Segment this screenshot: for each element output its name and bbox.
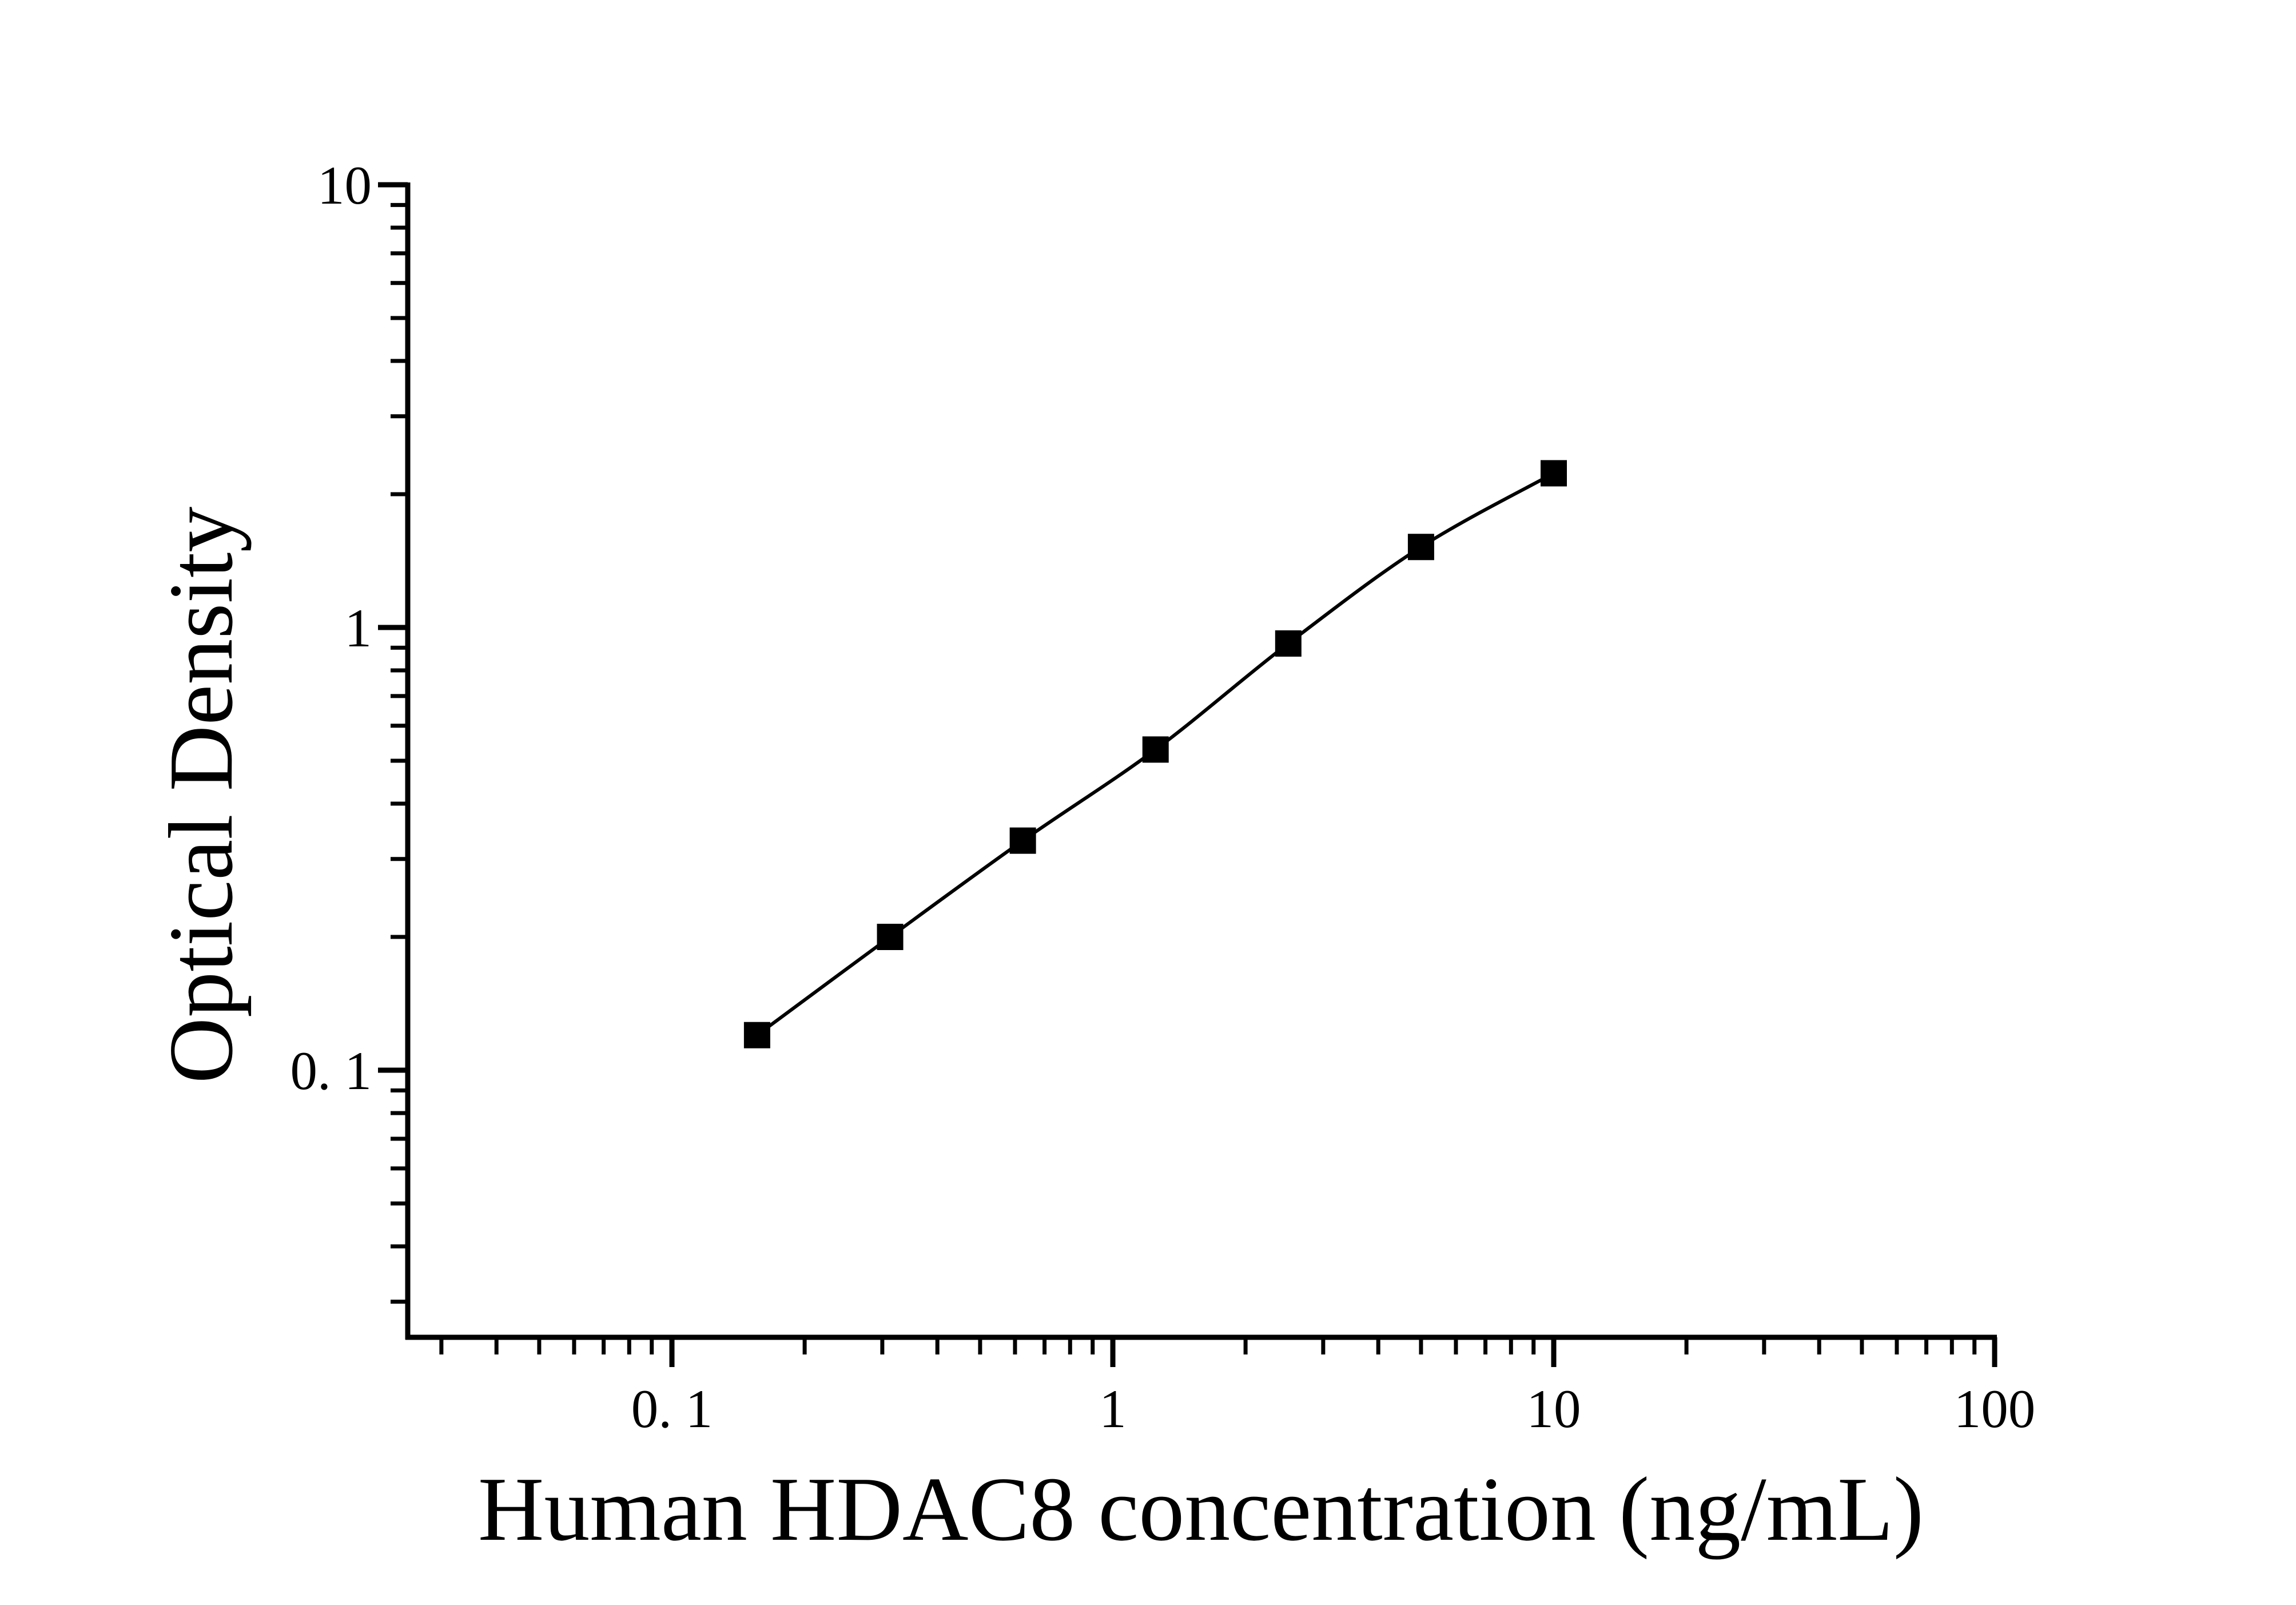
x-tick-label: 0. 1 <box>631 1378 713 1439</box>
data-point-marker <box>1407 534 1434 561</box>
data-point-marker <box>1009 827 1036 854</box>
x-tick-label: 1 <box>1099 1378 1127 1439</box>
data-point-marker <box>1275 630 1302 657</box>
x-tick-label: 10 <box>1527 1378 1581 1439</box>
y-tick-label: 1 <box>345 598 372 658</box>
y-tick-label: 0. 1 <box>291 1040 372 1101</box>
data-point-marker <box>743 1022 770 1048</box>
x-axis-title: Human HDAC8 concentration (ng/mL) <box>478 1458 1924 1560</box>
data-point-marker <box>877 924 904 951</box>
x-tick-label: 100 <box>1954 1378 2036 1439</box>
y-tick-label: 10 <box>317 155 372 216</box>
y-axis-title: Optical Density <box>150 507 252 1084</box>
data-point-marker <box>1142 736 1169 763</box>
data-point-marker <box>1541 460 1567 487</box>
